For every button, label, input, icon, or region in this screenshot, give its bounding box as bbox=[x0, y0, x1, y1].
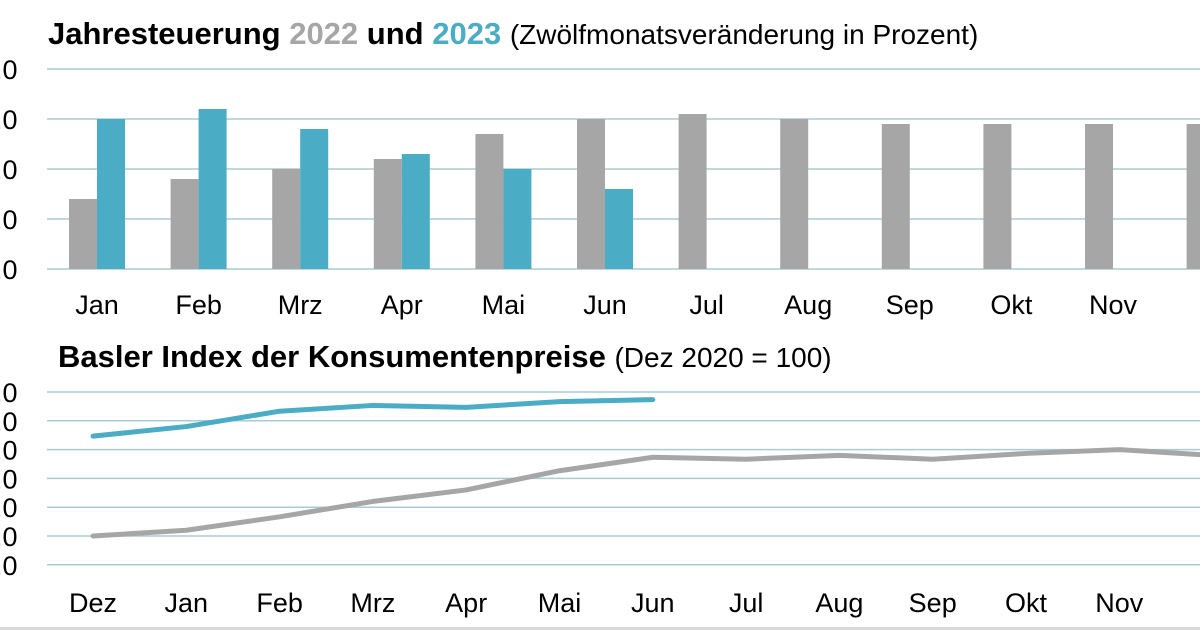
chart1-y-tick-label: ,0 bbox=[0, 55, 18, 85]
chart1-y-tick-label: ,0 bbox=[0, 155, 18, 185]
bar-2022 bbox=[1186, 124, 1200, 269]
bar-2023 bbox=[401, 154, 430, 269]
chart1-x-tick-label: Mai bbox=[482, 290, 526, 320]
bar-2023 bbox=[503, 169, 532, 269]
chart2-x-tick-label: Jun bbox=[631, 588, 675, 618]
chart2-y-tick-label: ,0 bbox=[0, 522, 18, 552]
chart2-y-tick-label: ,0 bbox=[0, 407, 18, 437]
chart1-title-year-2023: 2023 bbox=[432, 16, 502, 51]
bar-2022 bbox=[1085, 124, 1113, 269]
chart1-x-tick-label: Jun bbox=[583, 290, 627, 320]
bar-2022 bbox=[69, 199, 97, 269]
chart2-x-tick-label: Jan bbox=[165, 588, 209, 618]
chart1-y-tick-label: ,0 bbox=[0, 205, 18, 235]
chart1-title-main: Jahresteuerung bbox=[48, 16, 281, 51]
bar-2022 bbox=[272, 169, 301, 269]
bar-2023 bbox=[605, 189, 633, 269]
bottom-border bbox=[0, 627, 1200, 630]
chart1-y-tick-label: ,0 bbox=[0, 255, 18, 285]
chart1-x-tick-label: Apr bbox=[381, 290, 423, 320]
chart2-y-tick-label: ,0 bbox=[0, 493, 18, 523]
chart1-title: Jahresteuerung 2022 und 2023 (Zwölfmonat… bbox=[48, 16, 978, 53]
bar-2022 bbox=[780, 119, 809, 269]
chart2-x-tick-label: Sep bbox=[909, 588, 957, 618]
chart1-x-tick-label: Nov bbox=[1089, 290, 1138, 320]
inflation-bar-chart: ,0 ,0 ,0 ,0 ,0 Jan Feb Mrz Apr Mai Jun Jul Aug Sep Okt… bbox=[0, 55, 1200, 320]
chart2-y-tick-label: ,0 bbox=[0, 551, 18, 581]
chart1-x-tick-label: Mrz bbox=[278, 290, 323, 320]
chart1-title-und: und bbox=[366, 16, 424, 51]
chart1-title-subtitle: (Zwölfmonatsveränderung in Prozent) bbox=[509, 19, 979, 50]
chart2-x-tick-label: Okt bbox=[1005, 588, 1048, 618]
bar-2022 bbox=[881, 124, 910, 269]
chart2-x-tick-label: Aug bbox=[815, 588, 863, 618]
chart2-x-tick-label: Mrz bbox=[350, 588, 395, 618]
chart2-x-tick-label: Apr bbox=[445, 588, 487, 618]
chart2-x-tick-label: Feb bbox=[256, 588, 303, 618]
chart2-x-tick-label: Nov bbox=[1095, 588, 1144, 618]
chart1-y-tick-label: ,0 bbox=[0, 105, 18, 135]
bar-2023 bbox=[300, 129, 329, 269]
bar-2022 bbox=[373, 159, 402, 269]
chart2-x-tick-label: Jul bbox=[729, 588, 764, 618]
bar-2023 bbox=[198, 109, 227, 269]
chart2-y-tick-label: ,0 bbox=[0, 436, 18, 466]
bar-2022 bbox=[577, 119, 605, 269]
chart2-title-main: Basler Index der Konsumentenpreise bbox=[58, 339, 606, 374]
bar-2022 bbox=[678, 114, 707, 269]
line-2023 bbox=[90, 397, 656, 439]
chart2-title: Basler Index der Konsumentenpreise (Dez … bbox=[58, 339, 832, 376]
chart1-x-tick-label: Okt bbox=[990, 290, 1033, 320]
chart1-x-tick-label: Jul bbox=[689, 290, 724, 320]
bar-2022 bbox=[983, 124, 1012, 269]
chart2-x-tick-label: Mai bbox=[538, 588, 582, 618]
chart2-title-subtitle: (Dez 2020 = 100) bbox=[614, 342, 832, 373]
bar-2022 bbox=[170, 179, 199, 269]
line-2022 bbox=[90, 447, 1200, 539]
chart2-y-tick-label: ,0 bbox=[0, 464, 18, 494]
chart1-title-year-2022: 2022 bbox=[289, 16, 359, 51]
chart2-y-tick-label: ,0 bbox=[0, 378, 18, 408]
chart1-x-tick-label: Sep bbox=[886, 290, 934, 320]
chart1-x-tick-label: Aug bbox=[784, 290, 832, 320]
bar-2022 bbox=[475, 134, 504, 269]
chart2-x-tick-label: Dez bbox=[69, 588, 117, 618]
chart1-x-tick-label: Jan bbox=[75, 290, 119, 320]
chart1-x-tick-label: Feb bbox=[175, 290, 222, 320]
bar-2023 bbox=[97, 119, 125, 269]
